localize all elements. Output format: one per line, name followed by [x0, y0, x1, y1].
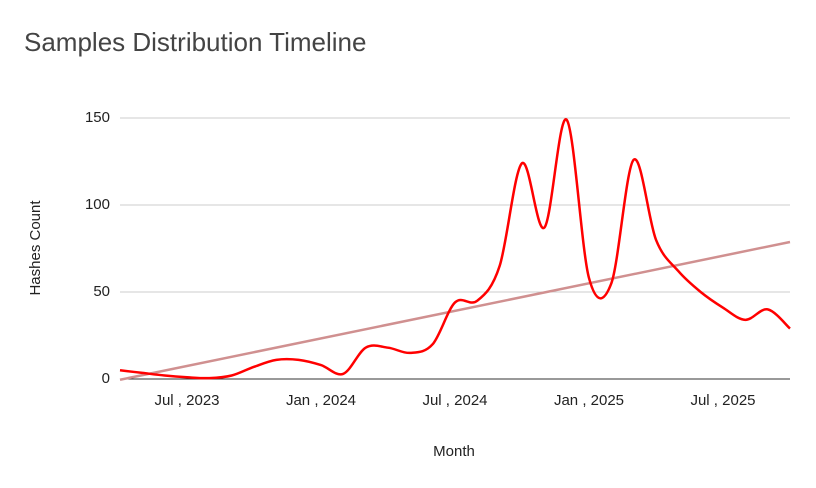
y-tick-label: 50: [93, 283, 110, 300]
y-tick-label: 100: [85, 196, 110, 213]
trendline: [119, 240, 791, 381]
line-series: [119, 118, 791, 380]
x-tick-label: Jan , 2025: [554, 392, 624, 409]
x-axis-label: Month: [433, 443, 475, 460]
x-tick-label: Jul , 2025: [690, 392, 755, 409]
y-tick-label: 0: [102, 370, 110, 387]
y-tick-label: 150: [85, 109, 110, 126]
x-tick-label: Jul , 2024: [422, 392, 487, 409]
chart-title: Samples Distribution Timeline: [24, 27, 366, 57]
y-axis-label: Hashes Count: [27, 200, 44, 296]
x-tick-label: Jan , 2024: [286, 392, 356, 409]
x-tick-label: Jul , 2023: [154, 392, 219, 409]
